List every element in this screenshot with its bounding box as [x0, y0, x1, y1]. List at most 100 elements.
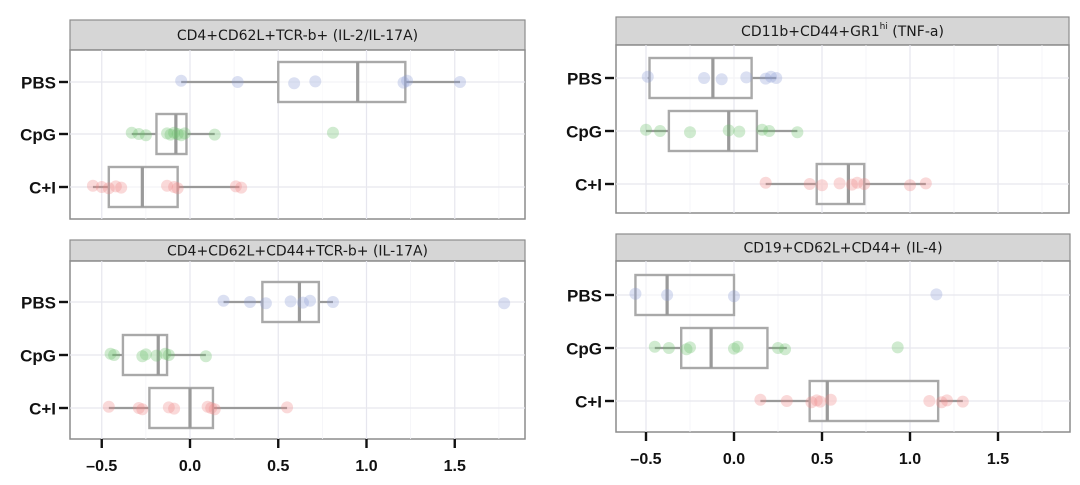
series-ci	[759, 162, 932, 206]
x-tick-label: 0.0	[179, 458, 201, 475]
data-point	[754, 393, 767, 406]
data-point	[108, 349, 121, 361]
data-point	[139, 348, 152, 361]
panel-title: CD19+CD62L+CD44+ (IL-4)	[743, 241, 942, 257]
data-point	[259, 297, 272, 310]
data-point	[930, 288, 943, 301]
data-point	[648, 340, 661, 353]
panel-3: CD11b+CD44+GR1hi (TNF-a) PBS CpG C+I	[566, 16, 1070, 214]
data-point	[326, 296, 339, 308]
data-point	[159, 347, 172, 360]
data-point	[102, 400, 115, 413]
panel-title: CD4+CD62L+CD44+TCR-b+ (IL-17A)	[167, 244, 428, 260]
data-point	[104, 347, 117, 360]
box-iqr	[261, 280, 321, 324]
data-point	[728, 342, 740, 355]
data-point	[715, 73, 728, 86]
data-point	[814, 395, 827, 408]
category-label: C+I	[575, 393, 602, 412]
data-point	[309, 75, 322, 88]
panel-4: CD19+CD62L+CD44+ (IL-4) PBS CpG C+I –0.5 0.0 0…	[566, 233, 1071, 468]
data-point	[851, 176, 864, 189]
x-tick-label: –0.5	[630, 451, 661, 468]
box-iqr	[148, 386, 215, 430]
data-point	[139, 129, 152, 142]
data-point	[175, 74, 188, 87]
panel-title-suffix: (TNF-a)	[888, 24, 944, 40]
data-point	[171, 182, 184, 195]
data-point	[770, 72, 783, 84]
data-point	[935, 396, 948, 409]
data-point	[208, 403, 221, 416]
data-point	[168, 402, 181, 415]
box-iqr	[634, 273, 736, 317]
data-point	[162, 401, 175, 414]
data-point	[162, 349, 175, 361]
panel-title: CD4+CD62L+TCR-b+ (IL-2/IL-17A)	[177, 28, 418, 44]
data-point	[168, 181, 181, 193]
box-iqr	[277, 60, 407, 104]
data-point	[722, 124, 735, 137]
data-point	[244, 296, 257, 308]
data-point	[698, 72, 711, 84]
data-point	[125, 126, 138, 139]
data-point	[304, 294, 317, 307]
data-point	[759, 176, 772, 189]
box-iqr	[815, 162, 866, 206]
series-cpg	[125, 112, 339, 156]
data-point	[858, 178, 871, 190]
category-label: CpG	[20, 126, 56, 145]
data-point	[661, 289, 674, 301]
box-iqr	[680, 326, 769, 370]
data-point	[150, 349, 163, 362]
data-point	[231, 76, 244, 88]
data-point	[115, 181, 128, 194]
data-point	[86, 179, 99, 192]
data-point	[791, 126, 804, 139]
series-cpg	[640, 109, 804, 153]
data-point	[824, 393, 837, 406]
x-tick-label: 1.5	[987, 451, 1009, 468]
data-point	[102, 182, 115, 195]
data-point	[680, 343, 693, 356]
data-point	[779, 343, 792, 356]
data-point	[498, 297, 511, 310]
category-label: PBS	[567, 70, 602, 89]
data-point	[891, 341, 904, 354]
data-point	[756, 123, 769, 136]
x-tick-label: 1.0	[355, 458, 377, 475]
box-iqr	[648, 56, 753, 100]
panel-title-superscript: hi	[880, 22, 888, 32]
category-label: PBS	[567, 287, 602, 306]
data-point	[199, 350, 212, 363]
data-point	[684, 126, 696, 139]
data-point	[810, 394, 823, 407]
data-point	[132, 402, 145, 414]
data-point	[919, 177, 932, 190]
panel-strip	[615, 16, 1070, 46]
data-point	[397, 76, 410, 89]
data-point	[132, 128, 145, 140]
category-label: C+I	[575, 176, 602, 195]
category-label: PBS	[21, 294, 56, 313]
data-point	[728, 290, 740, 303]
x-tick-label: –0.5	[86, 458, 117, 475]
data-point	[217, 294, 230, 307]
category-label: C+I	[29, 400, 56, 419]
series-cpg	[648, 326, 904, 370]
panel-2: CD4+CD62L+CD44+TCR-b+ (IL-17A) PBS CpG C+I –…	[20, 239, 526, 475]
data-point	[803, 178, 816, 190]
panel-strip	[69, 19, 526, 51]
box-iqr	[667, 109, 759, 153]
x-tick-label: 1.5	[444, 458, 466, 475]
data-point	[235, 181, 248, 194]
data-point	[759, 72, 772, 85]
x-tick-label: 0.5	[811, 451, 833, 468]
data-point	[164, 128, 177, 141]
category-label: CpG	[20, 347, 56, 366]
data-point	[940, 394, 953, 407]
data-point	[740, 71, 753, 84]
data-point	[161, 179, 174, 192]
series-ci	[86, 165, 248, 209]
data-point	[845, 178, 858, 191]
